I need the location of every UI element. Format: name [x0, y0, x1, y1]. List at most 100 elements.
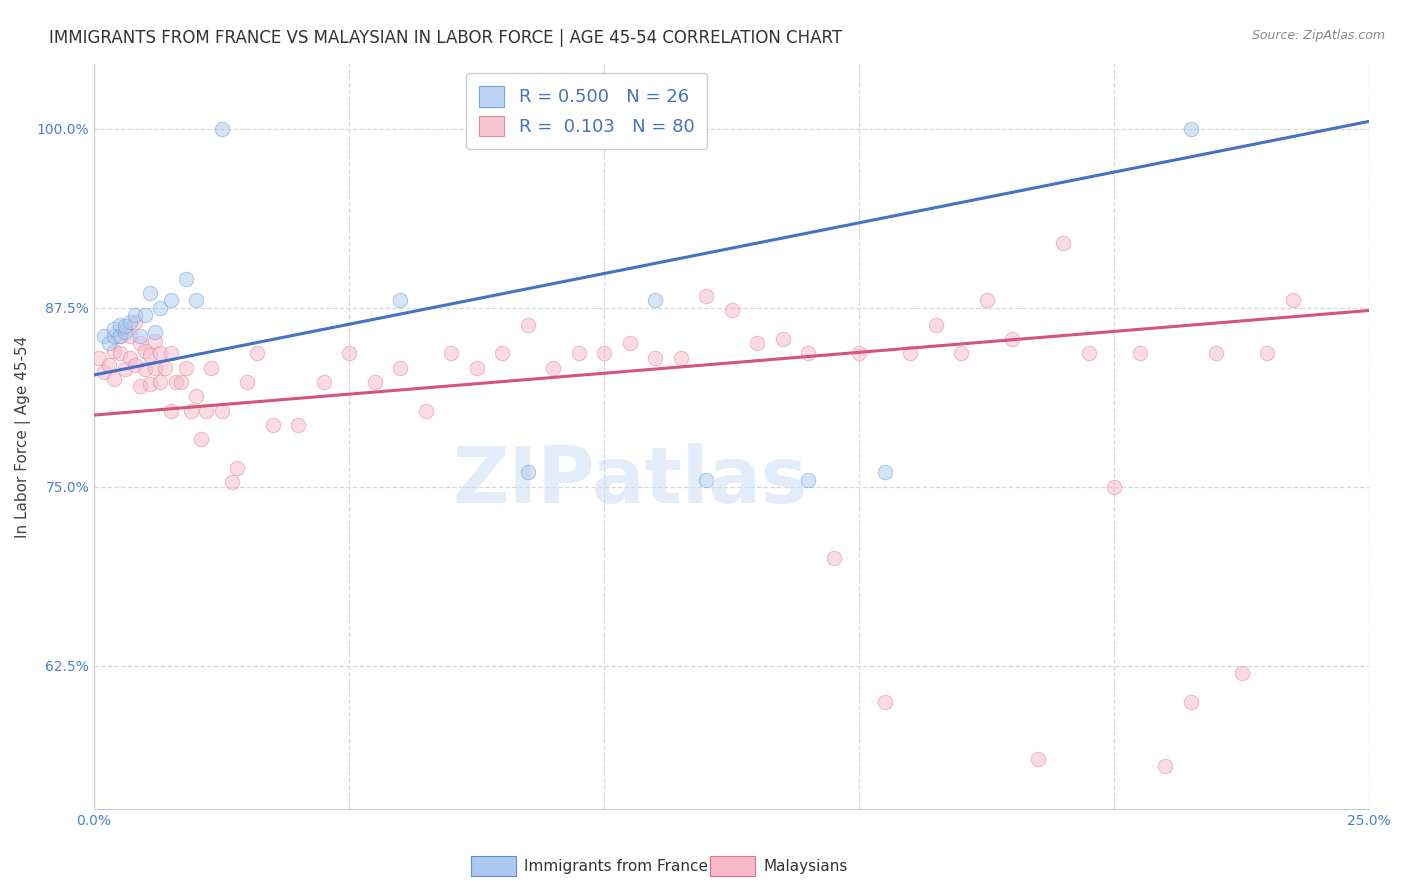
Point [143, 334, 166, 348]
Point [149, 301, 172, 315]
Point [1256, 346, 1278, 360]
Point [149, 375, 172, 389]
Point [415, 404, 437, 418]
Point [1230, 665, 1253, 680]
Point [1180, 695, 1202, 709]
Point [312, 375, 335, 389]
Point [797, 473, 820, 487]
Point [108, 329, 131, 343]
Text: IMMIGRANTS FROM FRANCE VS MALAYSIAN IN LABOR FORCE | AGE 45-54 CORRELATION CHART: IMMIGRANTS FROM FRANCE VS MALAYSIAN IN L… [49, 29, 842, 46]
Point [1102, 480, 1125, 494]
Point [98, 336, 121, 351]
Point [108, 346, 131, 360]
Point [246, 346, 269, 360]
Point [720, 303, 742, 318]
Point [644, 293, 666, 308]
Point [149, 346, 172, 360]
Point [114, 362, 136, 376]
Point [159, 346, 181, 360]
Y-axis label: In Labor Force | Age 45-54: In Labor Force | Age 45-54 [15, 335, 31, 538]
Point [118, 351, 141, 365]
Point [114, 322, 136, 336]
Point [180, 404, 202, 418]
Point [124, 315, 146, 329]
Point [184, 293, 207, 308]
Point [221, 475, 243, 490]
Point [89, 351, 111, 365]
Point [669, 351, 692, 365]
Point [619, 336, 641, 351]
Text: Malaysians: Malaysians [763, 859, 848, 873]
Point [873, 466, 896, 480]
Point [225, 461, 247, 475]
Point [1154, 759, 1177, 773]
Point [114, 325, 136, 339]
Point [593, 346, 616, 360]
Point [134, 362, 156, 376]
Point [1281, 293, 1303, 308]
Point [695, 473, 717, 487]
Point [924, 318, 946, 332]
Point [134, 343, 156, 358]
Point [516, 318, 538, 332]
Point [1129, 346, 1152, 360]
Point [695, 289, 717, 303]
Point [184, 389, 207, 403]
Point [129, 379, 152, 393]
Legend: R = 0.500   N = 26, R =  0.103   N = 80: R = 0.500 N = 26, R = 0.103 N = 80 [467, 73, 707, 149]
Point [139, 348, 162, 362]
Point [159, 404, 181, 418]
Point [143, 360, 166, 375]
Point [1052, 236, 1074, 251]
Point [114, 319, 136, 334]
Point [108, 329, 131, 343]
Point [98, 358, 121, 372]
Point [823, 551, 845, 566]
Point [465, 360, 488, 375]
Point [103, 322, 125, 336]
Point [139, 286, 162, 301]
Point [190, 433, 212, 447]
Point [745, 336, 768, 351]
Point [873, 695, 896, 709]
Point [363, 375, 385, 389]
Point [287, 418, 309, 433]
Point [124, 308, 146, 322]
Point [155, 360, 177, 375]
Text: ZIPatlas: ZIPatlas [453, 443, 807, 519]
Point [103, 343, 125, 358]
Point [541, 360, 564, 375]
Point [124, 358, 146, 372]
Point [491, 346, 513, 360]
Point [1077, 346, 1099, 360]
Point [797, 346, 820, 360]
Point [174, 272, 197, 286]
Point [195, 404, 218, 418]
Point [1205, 346, 1227, 360]
Point [103, 329, 125, 343]
Text: Source: ZipAtlas.com: Source: ZipAtlas.com [1251, 29, 1385, 42]
Point [848, 346, 870, 360]
Point [898, 346, 921, 360]
Point [644, 351, 666, 365]
Point [118, 329, 141, 343]
Point [568, 346, 591, 360]
Point [950, 346, 973, 360]
Point [440, 346, 463, 360]
Text: Immigrants from France: Immigrants from France [524, 859, 709, 873]
Point [118, 315, 141, 329]
Point [139, 376, 162, 391]
Point [174, 360, 197, 375]
Point [108, 318, 131, 332]
Point [211, 404, 233, 418]
Point [262, 418, 284, 433]
Point [211, 121, 233, 136]
Point [200, 360, 222, 375]
Point [236, 375, 259, 389]
Point [1026, 752, 1049, 766]
Point [165, 375, 187, 389]
Point [1180, 121, 1202, 136]
Point [93, 329, 115, 343]
Point [976, 293, 998, 308]
Point [772, 332, 794, 346]
